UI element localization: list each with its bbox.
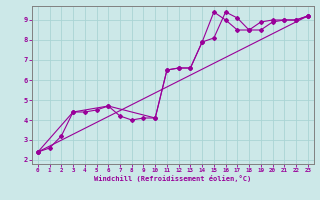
X-axis label: Windchill (Refroidissement éolien,°C): Windchill (Refroidissement éolien,°C)	[94, 175, 252, 182]
